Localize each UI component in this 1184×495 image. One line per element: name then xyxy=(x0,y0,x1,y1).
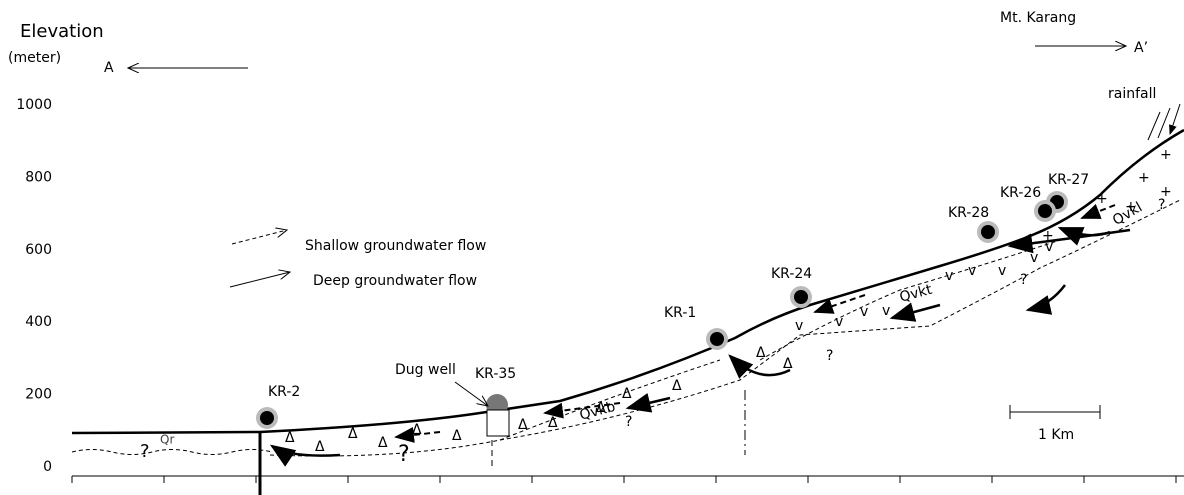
svg-text:v: v xyxy=(945,268,953,284)
well-label: KR-35 xyxy=(475,366,516,382)
well-label: KR-27 xyxy=(1048,172,1089,188)
shallow-flow xyxy=(543,402,621,419)
scale-label: 1 Km xyxy=(1038,427,1074,443)
svg-text:+: + xyxy=(1125,199,1137,215)
unknown: ? xyxy=(625,414,632,430)
deep-flow xyxy=(728,354,791,379)
legend-shallow xyxy=(231,230,287,245)
scale-bar xyxy=(1009,405,1101,419)
well-label: KR-24 xyxy=(771,266,812,282)
well-label: KR-1 xyxy=(664,305,696,321)
svg-text:v: v xyxy=(968,263,976,279)
wells: KR-2 KR-35 Dug well KR-1 KR-24 KR-28 KR-… xyxy=(256,172,1089,437)
dug-well-label: Dug well xyxy=(395,362,456,378)
legend-deep xyxy=(229,272,290,288)
axis: Elevation (meter) 0 200 400 600 800 1000 xyxy=(8,21,1184,495)
unknown: ? xyxy=(140,441,150,462)
legend-label: Shallow groundwater flow xyxy=(305,238,486,254)
deep-flow xyxy=(889,302,941,322)
svg-text:Δ: Δ xyxy=(548,415,558,431)
svg-text:v: v xyxy=(1045,239,1053,255)
svg-text:Δ: Δ xyxy=(412,422,422,438)
direction-start: A xyxy=(104,60,114,76)
y-tick-label: 600 xyxy=(25,242,52,258)
shallow-flow xyxy=(813,294,866,314)
axis-unit: (meter) xyxy=(8,50,61,66)
unit-label: Qvkt xyxy=(898,282,934,306)
well-label: KR-26 xyxy=(1000,185,1041,201)
unknown: ? xyxy=(1020,272,1027,288)
svg-text:Δ: Δ xyxy=(622,386,632,402)
x-ticks xyxy=(71,476,1177,483)
svg-text:Δ: Δ xyxy=(783,356,793,372)
deep-flow xyxy=(1057,226,1111,246)
svg-text:Δ: Δ xyxy=(518,417,528,433)
svg-text:Δ: Δ xyxy=(596,400,606,416)
qr-boundary xyxy=(71,449,273,455)
unknown: ? xyxy=(826,348,833,364)
svg-text:v: v xyxy=(860,304,868,320)
svg-text:+: + xyxy=(1138,170,1150,186)
unknown: ? xyxy=(398,442,410,467)
y-tick-label: 1000 xyxy=(16,97,52,113)
deep-flow xyxy=(269,444,341,467)
y-tick-label: 200 xyxy=(25,387,52,403)
well-label: KR-2 xyxy=(268,384,300,400)
svg-text:+: + xyxy=(1160,147,1172,163)
y-tick-label: 800 xyxy=(25,169,52,185)
well-label: KR-28 xyxy=(948,205,989,221)
svg-text:Δ: Δ xyxy=(285,430,295,446)
svg-text:Δ: Δ xyxy=(672,378,682,394)
svg-text:+: + xyxy=(1042,228,1054,244)
legend-label: Deep groundwater flow xyxy=(313,273,477,289)
svg-text:Δ: Δ xyxy=(452,428,462,444)
y-tick-label: 0 xyxy=(43,459,52,475)
svg-text:v: v xyxy=(882,303,890,319)
axis-title: Elevation xyxy=(20,21,104,42)
shallow-flow xyxy=(1080,203,1116,219)
boundary xyxy=(499,239,1061,441)
y-tick-label: 400 xyxy=(25,314,52,330)
svg-text:+: + xyxy=(1160,184,1172,200)
direction-end: A’ xyxy=(1134,40,1148,56)
svg-text:Δ: Δ xyxy=(756,345,766,361)
shallow-flow xyxy=(394,427,441,443)
deep-flow xyxy=(1025,284,1066,315)
boundary xyxy=(269,199,1181,457)
peak-label: Mt. Karang xyxy=(1000,10,1076,26)
unknown: ? xyxy=(1158,197,1165,213)
unit-label: Qr xyxy=(160,433,174,447)
svg-text:Δ: Δ xyxy=(378,435,388,451)
deep-flow xyxy=(625,393,671,413)
svg-text:+: + xyxy=(1096,191,1108,207)
svg-text:v: v xyxy=(835,314,843,330)
rainfall-arrows xyxy=(1147,103,1181,140)
svg-text:Δ: Δ xyxy=(348,426,358,442)
svg-text:v: v xyxy=(1030,250,1038,266)
ground-surface xyxy=(71,128,1184,435)
svg-text:v: v xyxy=(998,263,1006,279)
svg-text:v: v xyxy=(795,318,803,334)
rainfall-label: rainfall xyxy=(1108,86,1156,102)
svg-text:Δ: Δ xyxy=(315,439,325,455)
